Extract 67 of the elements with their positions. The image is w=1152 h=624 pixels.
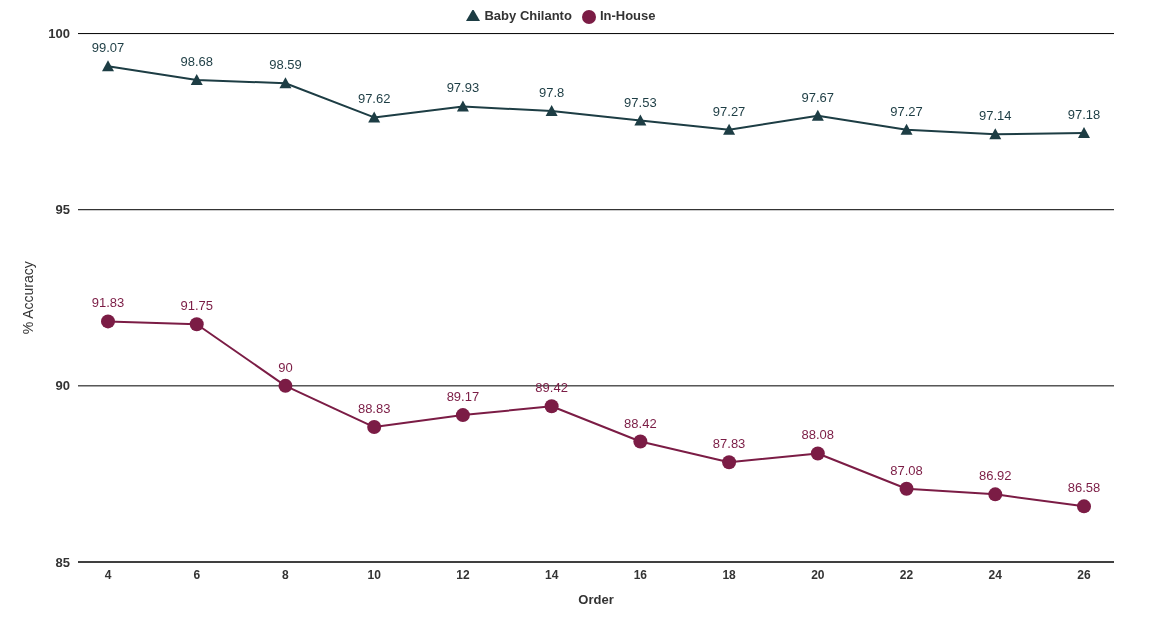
data-label: 97.53 <box>624 94 657 110</box>
point <box>634 114 647 126</box>
data-label: 91.75 <box>180 298 213 314</box>
point <box>278 378 293 393</box>
data-label: 97.67 <box>801 89 835 105</box>
point <box>544 399 559 414</box>
x-tick-label: 26 <box>1077 567 1091 582</box>
x-tick-label: 22 <box>899 567 914 582</box>
x-tick-label: 4 <box>104 567 112 582</box>
point <box>101 314 115 329</box>
point <box>723 123 736 135</box>
point <box>810 446 825 461</box>
y-tick-label: 90 <box>55 378 70 394</box>
data-label: 97.27 <box>890 103 923 119</box>
x-tick-label: 10 <box>367 567 382 582</box>
x-tick-label: 24 <box>988 567 1003 582</box>
data-label: 87.08 <box>890 462 923 478</box>
y-axis-title: % Accuracy <box>19 261 36 335</box>
x-tick-label: 14 <box>544 567 559 582</box>
data-label: 86.92 <box>979 468 1012 484</box>
data-label: 88.42 <box>624 415 657 431</box>
data-label: 89.17 <box>446 389 480 405</box>
point <box>1077 499 1091 514</box>
data-label: 90 <box>278 359 293 375</box>
x-axis-title: Order <box>578 592 614 607</box>
data-label: 99.07 <box>91 40 125 56</box>
data-label: 97.14 <box>979 108 1012 124</box>
point <box>722 455 737 470</box>
data-label: 98.68 <box>180 54 213 70</box>
data-label: 86.58 <box>1067 480 1101 496</box>
data-label: 88.83 <box>357 401 391 417</box>
legend-label: In-House <box>599 8 656 23</box>
point <box>189 317 204 332</box>
y-tick-label: 85 <box>55 554 70 570</box>
point <box>989 128 1002 140</box>
x-tick-label: 16 <box>633 567 648 582</box>
data-label: 97.62 <box>357 91 391 107</box>
point <box>367 420 382 435</box>
legend-label: Baby Chilanto <box>484 8 572 23</box>
data-label: 97.93 <box>446 80 480 96</box>
point <box>988 487 1003 502</box>
data-label: 97.18 <box>1067 106 1101 122</box>
data-label: 97.27 <box>712 103 746 119</box>
point <box>279 77 292 89</box>
data-label: 88.08 <box>801 427 835 443</box>
point <box>455 408 470 423</box>
data-label: 87.83 <box>712 436 746 452</box>
point <box>900 123 913 135</box>
point <box>545 105 558 117</box>
point <box>102 60 114 72</box>
y-tick-label: 95 <box>55 202 70 218</box>
point <box>1078 126 1090 138</box>
point <box>811 109 824 121</box>
data-label: 98.59 <box>269 57 302 73</box>
x-tick-label: 18 <box>722 567 737 582</box>
x-tick-label: 8 <box>282 567 290 582</box>
data-label: 91.83 <box>91 295 125 311</box>
x-tick-label: 12 <box>456 567 470 582</box>
point <box>190 74 203 86</box>
x-tick-label: 20 <box>811 567 825 582</box>
y-tick-label: 100 <box>48 26 70 42</box>
point <box>368 111 381 123</box>
point <box>633 434 648 449</box>
data-label: 97.8 <box>538 85 565 101</box>
x-tick-label: 6 <box>193 567 201 582</box>
point <box>456 100 469 112</box>
point <box>899 481 914 496</box>
